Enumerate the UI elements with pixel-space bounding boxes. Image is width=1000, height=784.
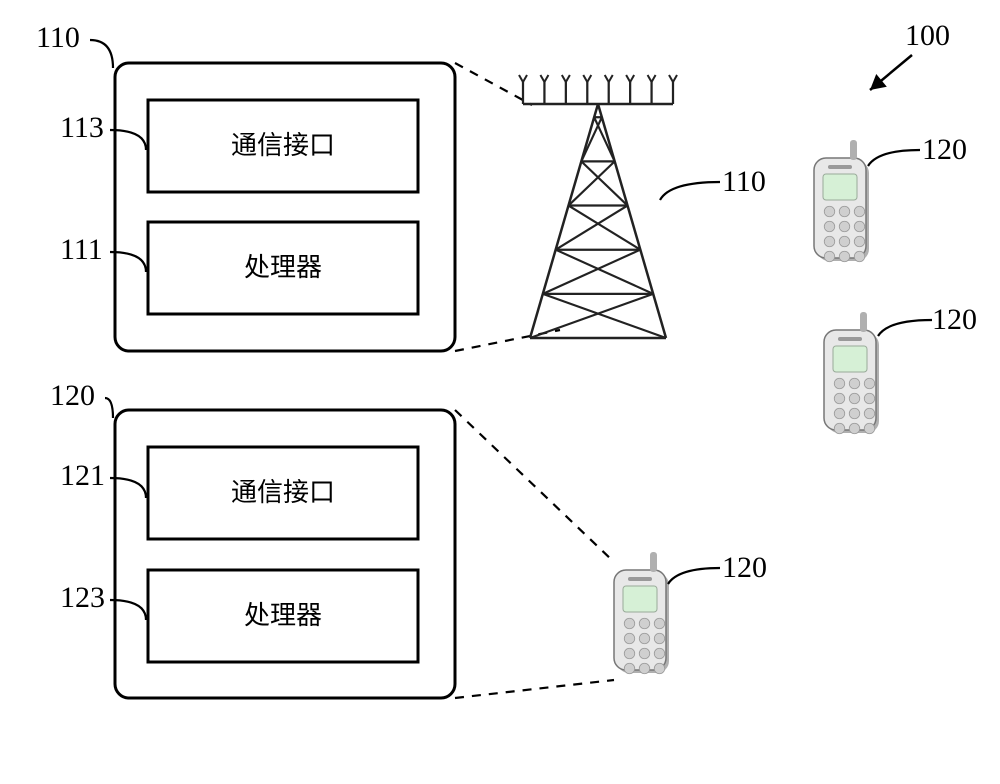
callout-120-phone1-label: 120 <box>922 133 967 166</box>
callout-110-tower-label: 110 <box>722 165 766 198</box>
label-123: 处理器 <box>244 601 322 630</box>
callout-123-label: 123 <box>60 581 105 614</box>
label-121: 通信接口 <box>231 478 335 507</box>
callout-110-outer-label: 110 <box>36 21 80 54</box>
label-113: 通信接口 <box>231 131 335 160</box>
callout-113-label: 113 <box>60 111 104 144</box>
callout-120-outer-label: 120 <box>50 379 95 412</box>
callout-121-label: 121 <box>60 459 105 492</box>
callout-120-phone3-label: 120 <box>722 551 767 584</box>
callout-111-label: 111 <box>60 233 103 266</box>
label-111: 处理器 <box>244 253 322 282</box>
callout-120-phone2-label: 120 <box>932 303 977 336</box>
label-100: 100 <box>905 19 950 52</box>
